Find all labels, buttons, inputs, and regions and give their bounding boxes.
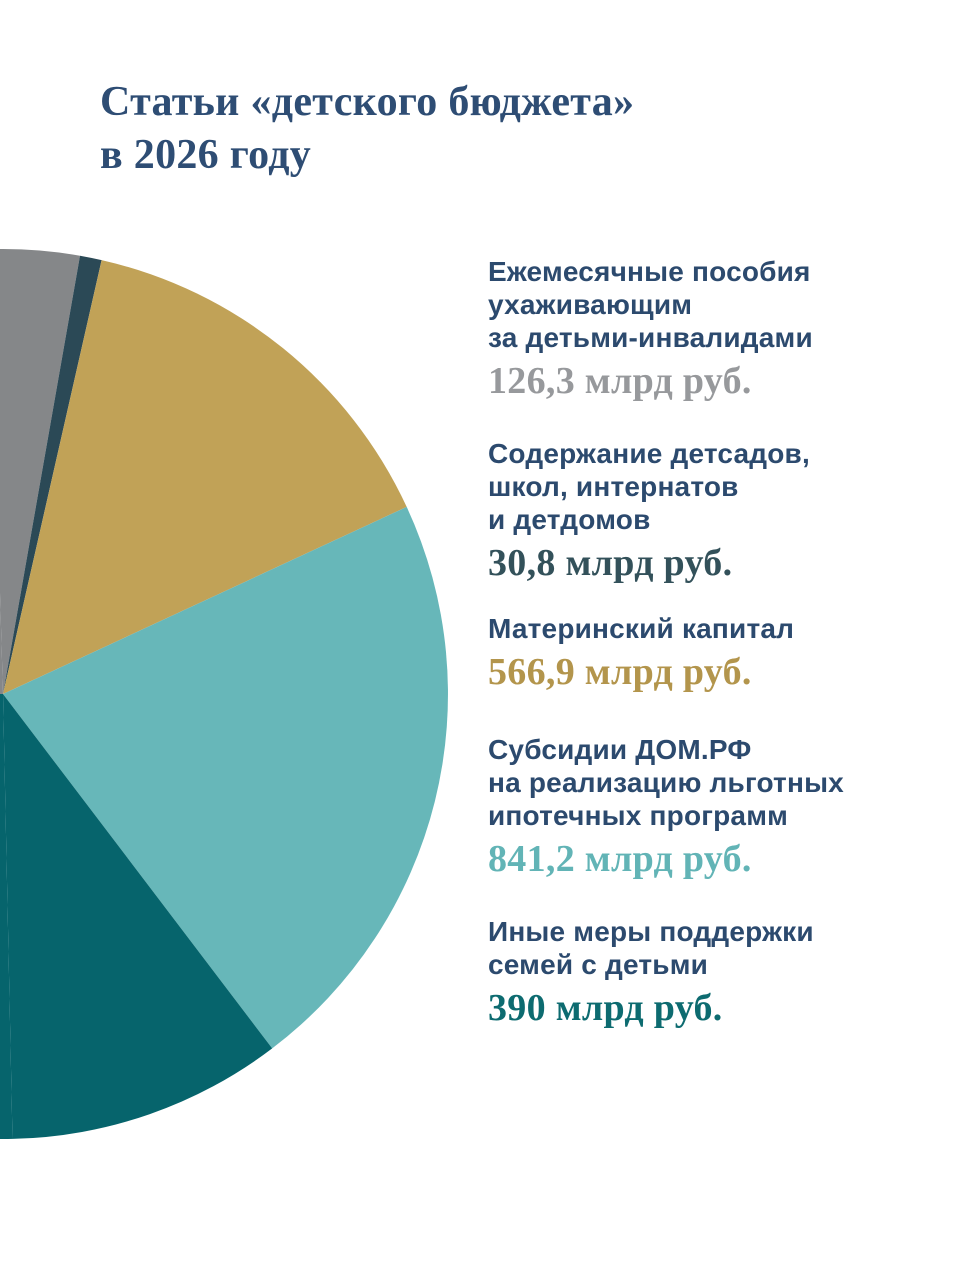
legend-item-label: Ежемесячные пособия ухаживающим за детьми-… [488, 256, 813, 353]
legend-item-value: 841,2 млрд руб. [488, 838, 752, 880]
pie-slice-4 [3, 506, 448, 1049]
legend-item: Субсидии ДОМ.РФ на реализацию льготных ипо… [488, 733, 943, 881]
pie-slice-2 [3, 255, 102, 694]
legend-item: Материнский капитал 566,9 млрд руб. [488, 612, 943, 694]
title-line-1: Статьи «детского бюджета» [100, 79, 635, 125]
legend-item-value: 30,8 млрд руб. [488, 542, 733, 584]
legend-item-label: Иные меры поддержки семей с детьми [488, 916, 814, 980]
legend-item: Иные меры поддержки семей с детьми 390 млр… [488, 915, 943, 1030]
title-line-2: в 2026 году [100, 132, 312, 178]
pie-slice-3 [3, 260, 407, 694]
legend-item-label: Материнский капитал [488, 613, 795, 644]
legend-item-value: 566,9 млрд руб. [488, 651, 752, 693]
pie-slice-1 [0, 249, 80, 694]
pie-slice-hidden-top [0, 592, 3, 694]
legend-item-label: Содержание детсадов, школ, интернатов и де… [488, 438, 810, 535]
legend-item-value: 126,3 млрд руб. [488, 360, 752, 402]
pie-slice-hidden-bottom [0, 694, 13, 1139]
legend-item-label: Субсидии ДОМ.РФ на реализацию льготных ипо… [488, 734, 844, 831]
legend-item: Содержание детсадов, школ, интернатов и де… [488, 437, 943, 585]
legend-item-value: 390 млрд руб. [488, 987, 723, 1029]
legend-item: Ежемесячные пособия ухаживающим за детьми-… [488, 255, 943, 403]
pie-slice-5 [3, 694, 273, 1139]
page-title: Статьи «детского бюджета» в 2026 году [100, 76, 634, 182]
